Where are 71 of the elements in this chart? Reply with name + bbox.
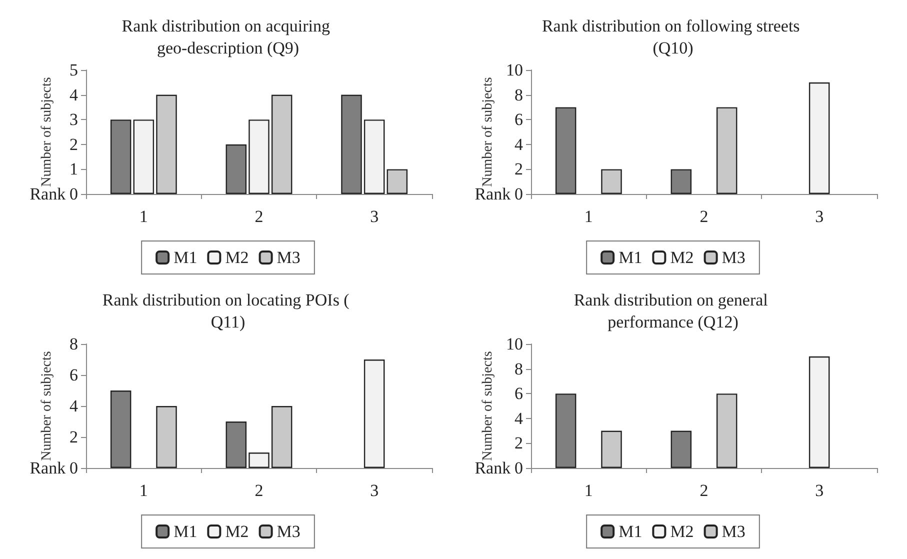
x-tick-label: 2	[700, 481, 708, 500]
bar	[386, 169, 408, 194]
bar	[248, 452, 270, 468]
y-tick-label: 0	[514, 458, 523, 478]
y-axis-title: Number of subjects	[480, 351, 496, 461]
y-tick-label: 6	[514, 110, 523, 130]
x-tick-label: 1	[584, 207, 593, 226]
y-tick-label: 8	[514, 85, 523, 104]
legend-label: M1	[618, 522, 642, 541]
y-tick-label: 10	[506, 334, 523, 354]
bar	[133, 120, 154, 194]
y-tick-label: 4	[514, 408, 524, 428]
legend-label: M3	[276, 248, 300, 267]
x-tick-label: 1	[139, 481, 148, 500]
x-tick-label: 3	[815, 207, 824, 226]
y-tick-label: 6	[70, 366, 78, 384]
bar	[364, 360, 385, 468]
y-tick-label: 8	[70, 334, 78, 354]
x-tick-label: 2	[254, 481, 264, 500]
bar	[156, 406, 177, 468]
x-tick-label: 1	[584, 481, 593, 500]
bar	[364, 120, 385, 194]
y-tick-label: 6	[514, 384, 523, 404]
y-tick-label: 10	[506, 60, 523, 80]
chart-title: Rank distribution on locating POIs ( Q11)	[102, 290, 354, 332]
x-tick-label: 3	[815, 481, 824, 500]
y-tick-label: 5	[70, 60, 78, 80]
y-tick-label: 4	[514, 134, 524, 154]
y-tick-label: 2	[70, 428, 78, 446]
y-tick-label: 1	[70, 160, 78, 179]
legend-label: M3	[276, 522, 300, 541]
chart-title: Rank distribution on following streets (Q10)	[542, 16, 804, 58]
y-tick-label: 4	[70, 396, 78, 416]
x-tick-label: 3	[370, 481, 379, 500]
y-axis-title: Number of subjects	[480, 77, 496, 187]
legend-label: M2	[670, 248, 694, 267]
bar	[248, 120, 270, 194]
y-axis-title: Number of subjects	[40, 351, 54, 461]
bar	[601, 169, 622, 194]
y-tick-label: 2	[70, 134, 78, 154]
y-tick-label: 3	[70, 110, 78, 130]
legend-label: M2	[225, 522, 249, 541]
bar	[271, 94, 292, 194]
bar	[716, 107, 738, 194]
y-tick-label: 4	[70, 85, 78, 104]
legend-label: M1	[174, 248, 198, 267]
bar	[808, 82, 830, 194]
y-tick-label: 2	[514, 160, 523, 179]
bar	[156, 94, 177, 194]
legend-label: M1	[618, 248, 642, 267]
x-tick-label: 1	[139, 207, 148, 226]
x-tick-label: 3	[370, 207, 379, 226]
legend-label: M2	[670, 522, 694, 541]
x-tick-label: 2	[700, 207, 708, 226]
y-tick-label: 0	[70, 184, 78, 204]
bar	[716, 394, 738, 468]
y-tick-label: 0	[70, 458, 78, 478]
chart-title: Rank distribution on general performance (Q12)	[574, 290, 772, 332]
legend-label: M3	[722, 522, 746, 541]
y-tick-label: 0	[514, 184, 523, 204]
y-axis-title: Number of subjects	[40, 77, 54, 187]
x-tick-label: 2	[254, 207, 264, 226]
legend-label: M3	[722, 248, 746, 267]
y-tick-label: 2	[514, 434, 523, 453]
bar	[601, 430, 622, 468]
bar	[271, 406, 292, 468]
legend-label: M2	[225, 248, 249, 267]
bar	[808, 356, 830, 468]
legend-label: M1	[174, 522, 198, 541]
chart-title: Rank distribution on acquiring geo-description (Q9)	[122, 16, 334, 58]
y-tick-label: 8	[514, 359, 523, 378]
